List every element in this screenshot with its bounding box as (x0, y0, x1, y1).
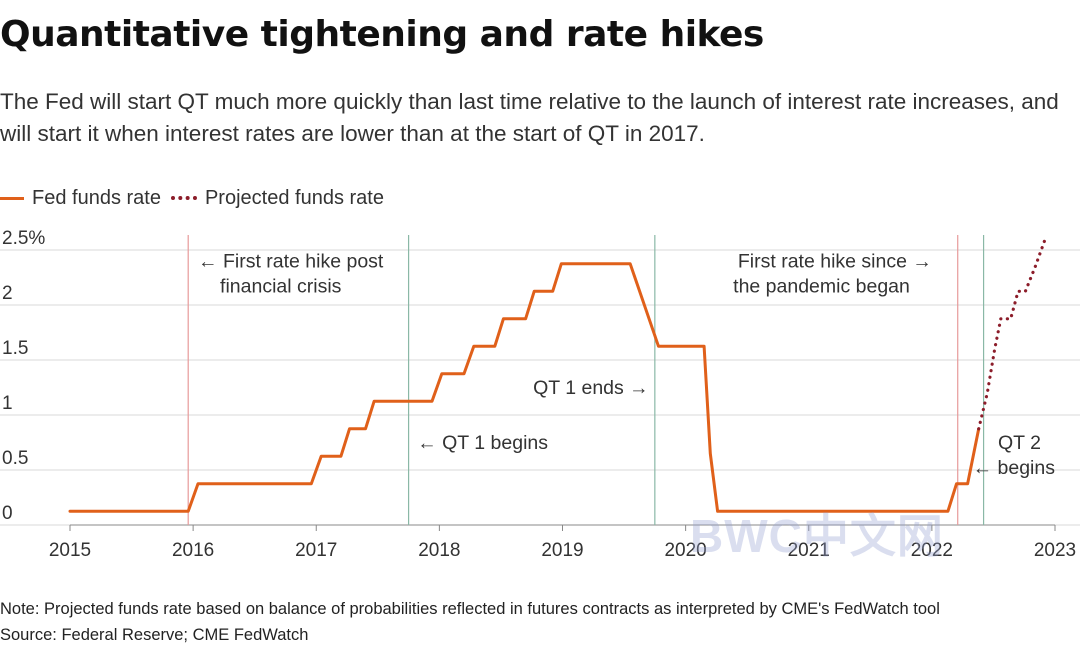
y-tick-label: 1 (2, 393, 13, 414)
x-tick-label: 2015 (49, 540, 91, 561)
x-tick-label: 2023 (1034, 540, 1076, 561)
annotation-qt2-begins-line: QT 2 (998, 432, 1041, 454)
projected-funds-rate-line (977, 237, 1047, 431)
annotation-first-hike-pandemic-line: First rate hike since → (738, 251, 932, 273)
annotation-first-hike-post-crisis: ← First rate hike post financial crisis (198, 251, 384, 298)
x-tick-label: 2018 (418, 540, 460, 561)
annotation-first-hike-post-crisis-line: ← First rate hike post (198, 251, 384, 273)
x-tick-label: 2021 (788, 540, 830, 561)
x-tick-label: 2016 (172, 540, 214, 561)
watermark: BWC中文网 (690, 510, 944, 562)
chart-subtitle: The Fed will start QT much more quickly … (0, 89, 1059, 146)
annotation-qt1-begins-line: ← QT 1 begins (417, 432, 548, 454)
line-chart: 0 0.5 1 1.5 2 2.5% 2015 2016 2017 2018 2019 2020 202… (0, 228, 1080, 561)
y-tick-label: 0 (2, 503, 13, 524)
legend-label-projected: Projected funds rate (204, 186, 384, 209)
x-tick-label: 2020 (664, 540, 706, 561)
legend-item-projected: Projected funds rate (170, 186, 384, 210)
x-tick-label: 2022 (911, 540, 953, 561)
source-note: Source: Federal Reserve; CME FedWatch (0, 626, 309, 644)
chart-legend: Fed funds rate Projected funds rate (0, 185, 384, 211)
annotation-qt1-ends: QT 1 ends → (533, 377, 649, 399)
legend-label-fed-funds: Fed funds rate (32, 186, 161, 209)
chart-title: Quantitative tightening and rate hikes (0, 14, 764, 55)
annotation-qt2-begins: QT 2 ← begins (973, 432, 1056, 479)
annotation-qt1-begins: ← QT 1 begins (417, 432, 548, 454)
annotation-first-hike-pandemic: First rate hike since → the pandemic bega… (733, 251, 932, 298)
footnote: Note: Projected funds rate based on bala… (0, 600, 940, 618)
x-tick-label: 2019 (541, 540, 583, 561)
legend-solid-line-icon (0, 196, 24, 200)
x-tick-label: 2017 (295, 540, 337, 561)
annotation-qt2-begins-line: ← begins (973, 457, 1056, 479)
y-tick-label: 2.5% (2, 228, 45, 249)
annotation-first-hike-post-crisis-line: financial crisis (220, 276, 342, 298)
y-tick-label: 0.5 (2, 448, 28, 469)
annotation-qt1-ends-line: QT 1 ends → (533, 377, 649, 399)
y-tick-label: 2 (2, 283, 13, 304)
legend-dotted-line-icon (170, 196, 197, 200)
y-tick-label: 1.5 (2, 338, 28, 359)
fed-funds-rate-line (68, 262, 981, 513)
annotation-first-hike-pandemic-line: the pandemic began (733, 276, 910, 298)
legend-item-fed-funds: Fed funds rate (0, 187, 161, 210)
